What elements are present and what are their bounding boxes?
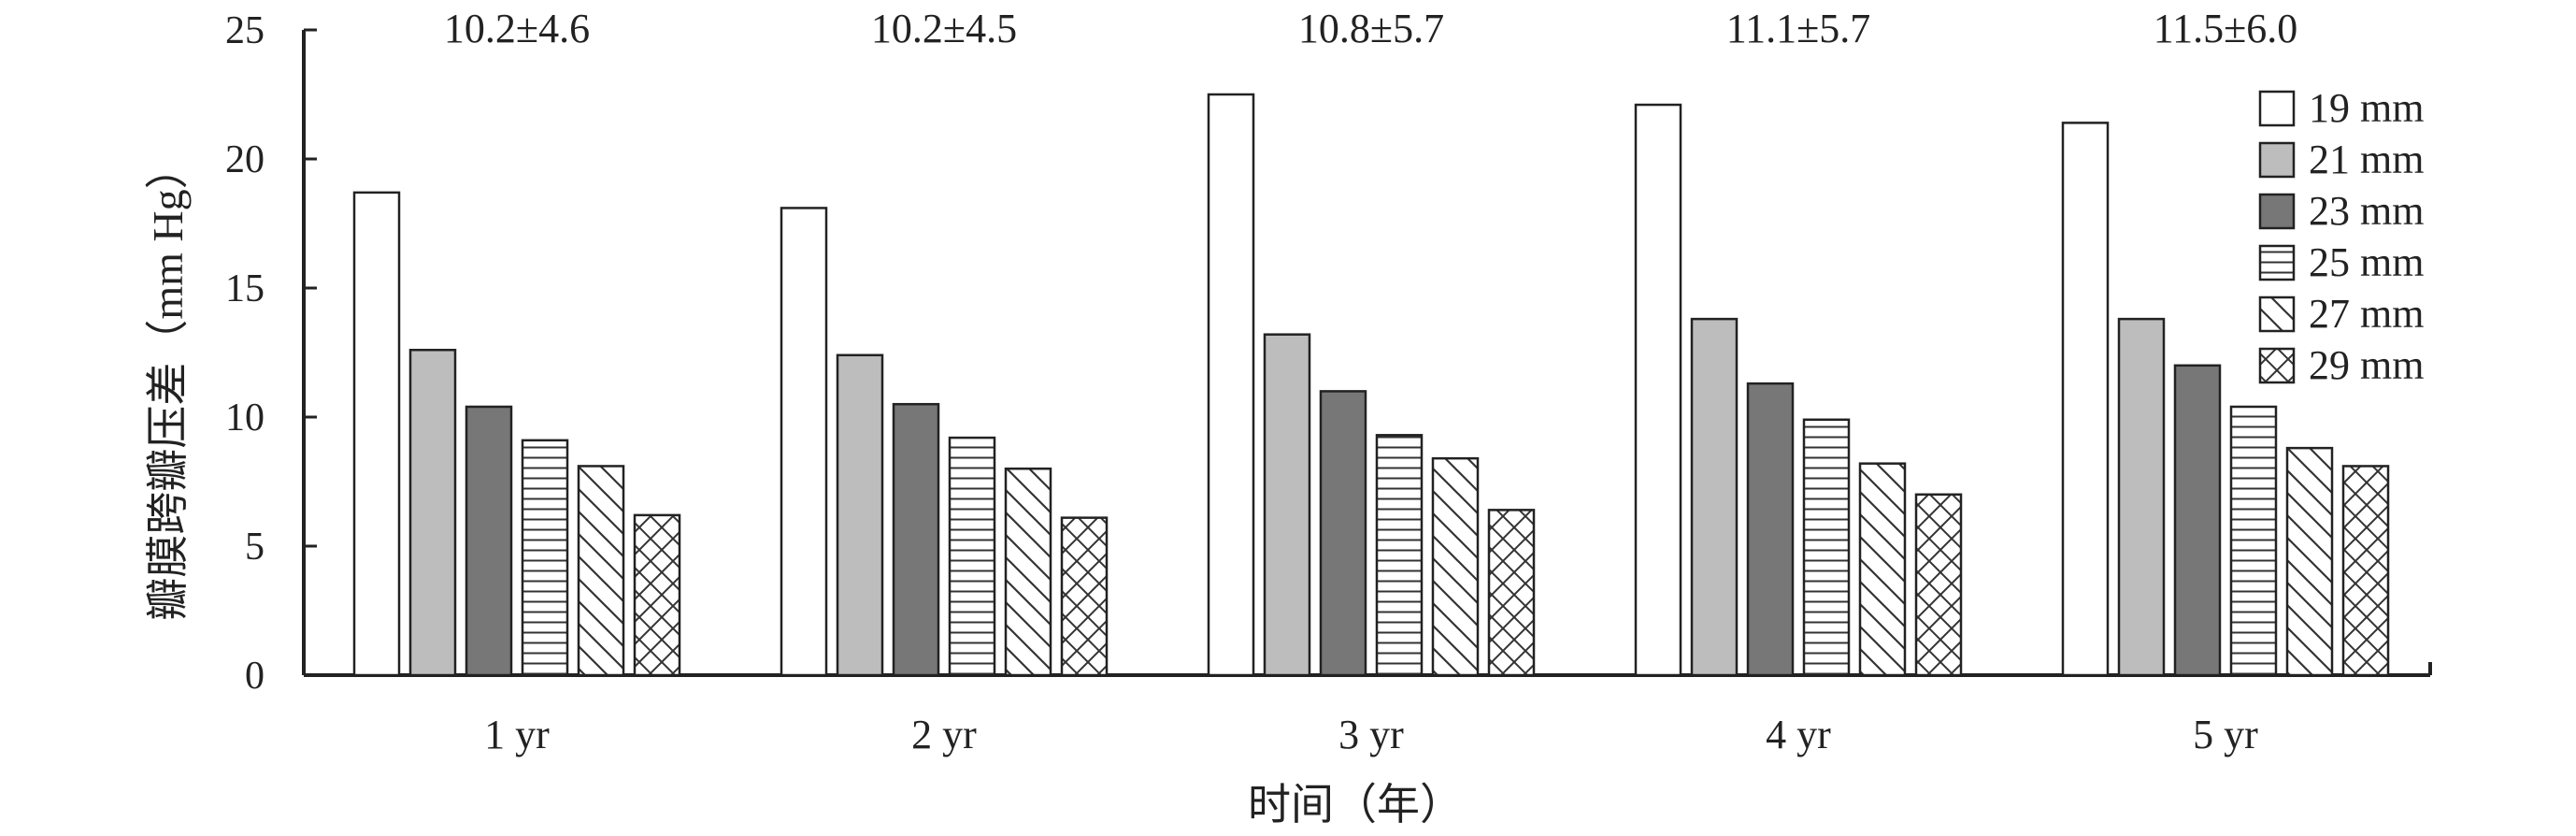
bar xyxy=(780,207,828,677)
y-tick-label: 5 xyxy=(245,526,265,569)
x-tick-label: 3 yr xyxy=(1338,712,1404,757)
bar-group-annotation: 11.5±6.0 xyxy=(2154,6,2298,51)
bar xyxy=(2341,465,2390,677)
bar-group-annotation: 10.2±4.5 xyxy=(871,6,1017,51)
bar xyxy=(2229,405,2278,677)
bar xyxy=(352,191,401,677)
bar xyxy=(465,405,513,677)
bar xyxy=(577,465,625,677)
y-axis-title: 瓣膜跨瓣压差（mm Hg） xyxy=(144,146,192,620)
bar xyxy=(633,513,681,677)
bar xyxy=(1207,93,1255,677)
bar xyxy=(892,402,940,677)
bar xyxy=(836,353,884,677)
bar-group-annotation: 10.2±4.6 xyxy=(444,6,590,51)
bar xyxy=(2117,317,2166,677)
bar xyxy=(1431,456,1480,677)
legend-swatch xyxy=(2258,295,2296,333)
legend-swatch xyxy=(2258,193,2296,230)
legend-label: 23 mm xyxy=(2309,188,2424,234)
bar xyxy=(1690,317,1739,677)
bar xyxy=(1060,516,1109,677)
bar xyxy=(1004,467,1052,677)
legend-swatch xyxy=(2258,90,2296,127)
bar xyxy=(1319,390,1367,677)
legend-swatch xyxy=(2258,347,2296,384)
bar xyxy=(1802,418,1851,677)
legend-label: 19 mm xyxy=(2309,85,2424,131)
legend-label: 25 mm xyxy=(2309,239,2424,285)
y-tick-label: 10 xyxy=(225,396,265,440)
bars xyxy=(352,93,2390,677)
bar xyxy=(2061,122,2110,677)
bar xyxy=(1746,382,1795,677)
x-tick-label: 5 yr xyxy=(2193,712,2258,757)
bar xyxy=(2173,364,2222,677)
bar-group-annotation: 11.1±5.7 xyxy=(1726,6,1871,51)
y-tick-label: 20 xyxy=(225,138,265,181)
legend-label: 29 mm xyxy=(2309,342,2424,388)
bar xyxy=(1263,333,1311,677)
bar xyxy=(948,436,996,677)
x-tick-label: 1 yr xyxy=(484,712,550,757)
legend-swatch xyxy=(2258,244,2296,281)
annotations: 10.2±4.6 10.2±4.5 10.8±5.7 11.1±5.7 11.5±6.0 xyxy=(444,6,2297,51)
legend: 19 mm 21 mm 23 mm 25 mm 27 mm 29 mm xyxy=(2258,85,2424,388)
y-tick-label: 0 xyxy=(245,655,265,698)
bar xyxy=(2285,446,2334,677)
bar xyxy=(408,348,457,677)
bar xyxy=(1858,462,1907,677)
x-tick-label: 2 yr xyxy=(911,712,977,757)
legend-label: 27 mm xyxy=(2309,291,2424,337)
bar xyxy=(1634,103,1682,677)
bar xyxy=(1487,509,1536,677)
x-axis-title: 时间（年） xyxy=(1248,781,1463,829)
bar-group-annotation: 10.8±5.7 xyxy=(1298,6,1444,51)
legend-swatch xyxy=(2258,141,2296,179)
bar xyxy=(521,439,569,677)
legend-label: 21 mm xyxy=(2309,137,2424,182)
bar xyxy=(1914,493,1963,677)
y-tick-label: 25 xyxy=(225,9,265,52)
bar xyxy=(1375,434,1424,677)
x-tick-label: 4 yr xyxy=(1766,712,1831,757)
y-tick-label: 15 xyxy=(225,267,265,310)
